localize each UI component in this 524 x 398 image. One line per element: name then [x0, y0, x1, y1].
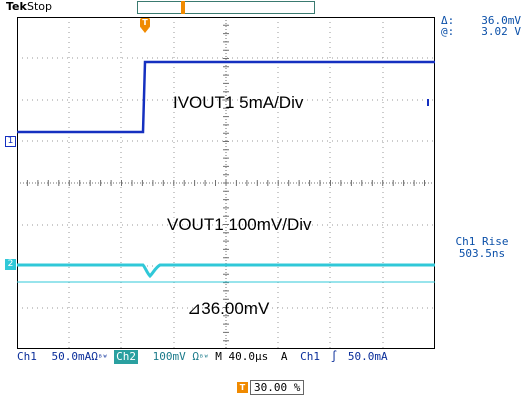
graticule — [17, 17, 435, 349]
ch1-marker-label: 1 — [7, 136, 14, 146]
status-bar: Ch1 50.0mAΩᴮᵂ Ch2 100mV Ωᴮᵂ M 40.0µs A C… — [17, 350, 522, 365]
timebase[interactable]: M 40.0µs — [215, 350, 269, 363]
trigger-source[interactable]: Ch1 — [300, 350, 320, 363]
bw-limit-icon-2: ᴮᵂ — [198, 353, 209, 362]
measurement-value: 503.5ns — [458, 247, 506, 260]
trigger-level[interactable]: 50.0mA — [347, 350, 388, 363]
ch2-ground-marker[interactable]: 2 — [5, 259, 16, 270]
ch1-name[interactable]: Ch1 — [17, 350, 37, 363]
measurement-readout: Ch1 Rise 503.5ns — [440, 236, 524, 260]
ch1-annotation: IVOUT1 5mA/Div — [173, 93, 304, 112]
at-label: @: — [441, 25, 455, 38]
cursor-readout: Δ: 36.0mV @: 3.02 V — [441, 15, 521, 37]
trigger-position-value: 30.00 % — [250, 380, 305, 395]
ch2-waveform — [17, 263, 435, 279]
at-value: 3.02 V — [481, 25, 521, 38]
ch2-scale[interactable]: 100mV Ω — [152, 350, 199, 363]
acquire-mode: A — [280, 350, 288, 363]
ch1-ground-marker[interactable]: 1 — [5, 136, 16, 147]
measurement-label: Ch1 Rise — [455, 235, 509, 248]
trigger-t-icon: T — [140, 18, 150, 28]
brand-logo: Tek — [6, 0, 27, 13]
plot-border — [17, 17, 435, 349]
ch1-waveform — [17, 60, 435, 134]
trigger-arrow-icon — [141, 28, 149, 33]
record-position-bar[interactable] — [137, 1, 315, 14]
waveform-display — [17, 17, 435, 349]
trigger-slope-icon: ∫ — [330, 350, 338, 363]
trigger-position-icon: T — [237, 382, 248, 393]
record-window — [181, 1, 185, 14]
ch2-name[interactable]: Ch2 — [114, 350, 138, 364]
acquisition-state: Stop — [27, 0, 53, 13]
ch1-scale[interactable]: 50.0mAΩ — [51, 350, 98, 363]
bw-limit-icon: ᴮᵂ — [97, 353, 108, 362]
delta-label: Δ: — [441, 14, 455, 27]
center-ticks — [17, 17, 435, 342]
ch2-annotation: VOUT1 100mV/Div — [167, 215, 312, 234]
center-axes — [17, 17, 435, 349]
trigger-position-readout: T 30.00 % — [237, 380, 305, 395]
trigger-position-marker[interactable]: T — [140, 18, 150, 34]
ch2-marker-label: 2 — [7, 259, 14, 269]
delta-annotation: ⊿36.00mV — [187, 299, 270, 318]
delta-value: 36.0mV — [481, 14, 521, 27]
